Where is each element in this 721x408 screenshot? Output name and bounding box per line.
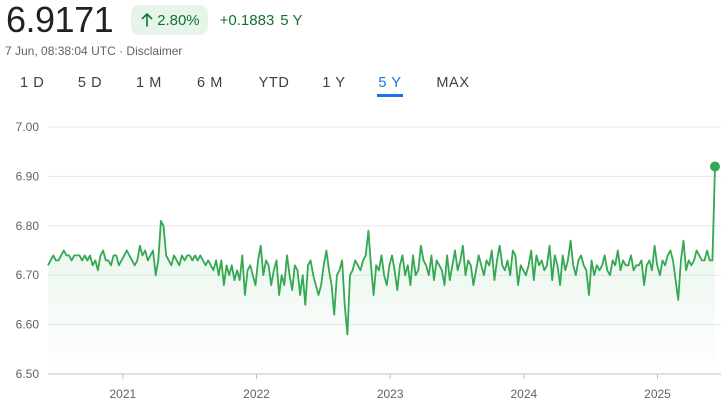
time-range-tabs: 1 D 5 D 1 M 6 M YTD 1 Y 5 Y MAX: [0, 73, 721, 97]
tab-5d[interactable]: 5 D: [77, 75, 103, 91]
quote-header: 6.9171 2.80% +0.1883 5 Y: [6, 0, 303, 40]
absolute-change-value: +0.1883: [219, 11, 275, 29]
percent-change-badge: 2.80%: [131, 5, 208, 35]
y-tick-label: 6.60: [16, 318, 40, 332]
current-price: 6.9171: [6, 0, 114, 40]
y-axis: 7.00 6.90 6.80 6.70 6.60 6.50: [16, 120, 40, 381]
x-tick-label: 2023: [377, 387, 404, 401]
tab-6m[interactable]: 6 M: [197, 75, 223, 91]
meta-separator: ·: [119, 44, 124, 58]
tab-5y[interactable]: 5 Y: [377, 73, 403, 97]
tab-max[interactable]: MAX: [436, 75, 470, 91]
percent-change-value: 2.80%: [157, 11, 200, 29]
latest-price-marker: [710, 161, 720, 172]
quote-meta: 7 Jun, 08:38:04 UTC · Disclaimer: [5, 44, 182, 58]
tab-1d[interactable]: 1 D: [20, 75, 45, 91]
y-tick-label: 6.70: [16, 268, 40, 282]
arrow-up-icon: [141, 13, 153, 27]
price-chart[interactable]: 7.006.906.806.706.606.50 2021 2022 2023 202…: [0, 110, 721, 408]
y-tick-label: 6.50: [16, 367, 40, 381]
tab-ytd[interactable]: YTD: [258, 75, 290, 91]
x-tick-label: 2025: [644, 387, 671, 401]
quote-timestamp: 7 Jun, 08:38:04 UTC: [5, 44, 116, 58]
price-area: [48, 166, 715, 374]
absolute-change: +0.1883 5 Y: [220, 12, 303, 29]
change-period: 5 Y: [280, 11, 303, 29]
tab-1y[interactable]: 1 Y: [322, 75, 346, 91]
y-tick-label: 7.00: [16, 120, 40, 134]
y-tick-label: 6.80: [16, 219, 40, 233]
price-line: [47, 166, 716, 336]
x-tick-label: 2024: [511, 387, 538, 401]
disclaimer-link[interactable]: Disclaimer: [126, 44, 183, 58]
tab-1m[interactable]: 1 M: [136, 75, 162, 91]
x-tick-label: 2021: [110, 387, 137, 401]
x-tick-label: 2022: [243, 387, 270, 401]
y-tick-label: 6.90: [16, 169, 40, 183]
x-axis: 2021 2022 2023 2024 2025: [110, 374, 671, 401]
